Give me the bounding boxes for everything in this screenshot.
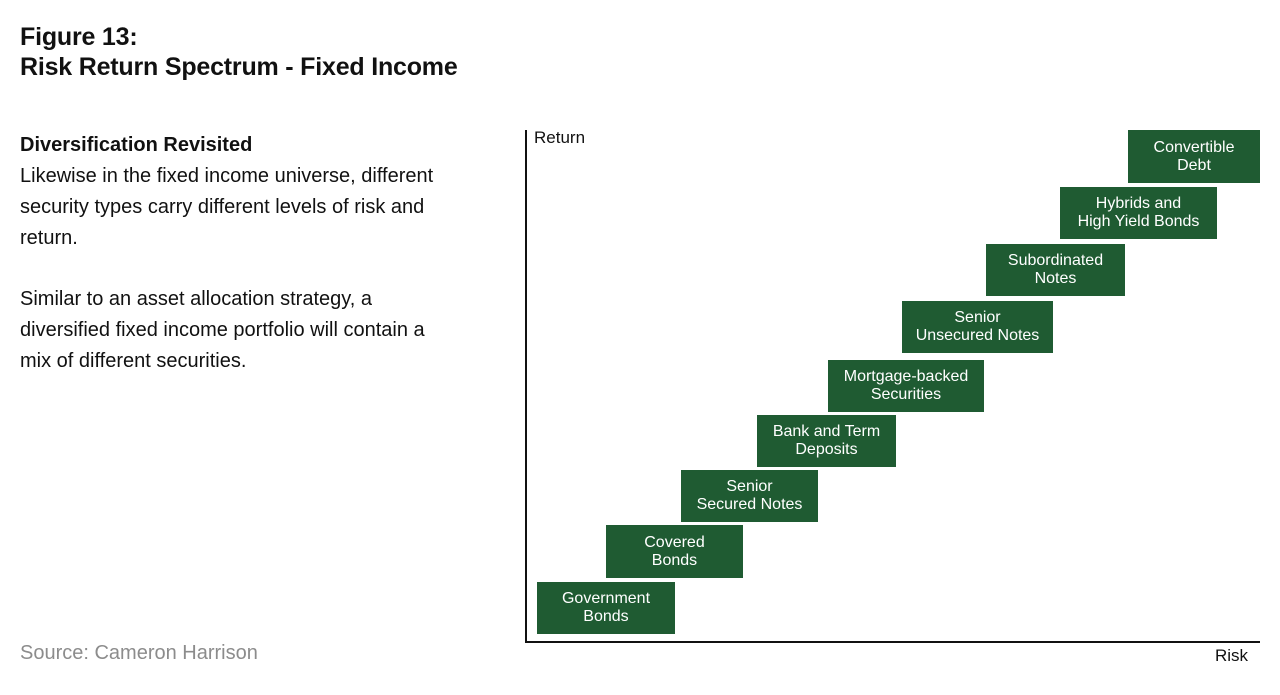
security-label: Mortgage-backed Securities [843,368,969,403]
security-box: Government Bonds [537,582,675,634]
security-label: Covered Bonds [644,533,705,569]
risk-return-chart: Return Risk Government Bonds Covered Bond… [525,128,1265,670]
x-axis [525,641,1260,643]
security-box: Covered Bonds [606,525,743,578]
description-heading: Diversification Revisited [20,134,253,156]
x-axis-label: Risk [1215,646,1249,665]
source-note: Source: Cameron Harrison [20,642,258,664]
figure-caption: Risk Return Spectrum - Fixed Income [20,53,458,81]
figure-title: Figure 13: Risk Return Spectrum - Fixed … [20,22,458,82]
security-label: Hybrids and High Yield Bonds [1077,195,1200,230]
security-box: Senior Secured Notes [681,470,818,522]
description-paragraph-2: Similar to an asset allocation strategy,… [20,288,425,372]
security-box: Convertible Debt [1128,130,1260,183]
security-label: Senior Unsecured Notes [915,309,1040,344]
security-box: Senior Unsecured Notes [902,301,1053,353]
security-label: Subordinated Notes [1007,252,1104,287]
security-label: Government Bonds [561,590,651,625]
security-box: Bank and Term Deposits [757,415,896,467]
description-paragraph-1: Likewise in the fixed income universe, d… [20,165,434,249]
security-label: Senior Secured Notes [696,478,803,513]
figure-number: Figure 13: [20,23,138,51]
security-box: Hybrids and High Yield Bonds [1060,187,1217,239]
security-box: Mortgage-backed Securities [828,360,984,412]
description-panel: Diversification Revisited Likewise in th… [20,130,450,377]
security-box: Subordinated Notes [986,244,1125,296]
security-label: Convertible Debt [1153,138,1235,174]
y-axis [525,130,527,643]
y-axis-label: Return [534,128,586,147]
security-label: Bank and Term Deposits [772,423,881,458]
